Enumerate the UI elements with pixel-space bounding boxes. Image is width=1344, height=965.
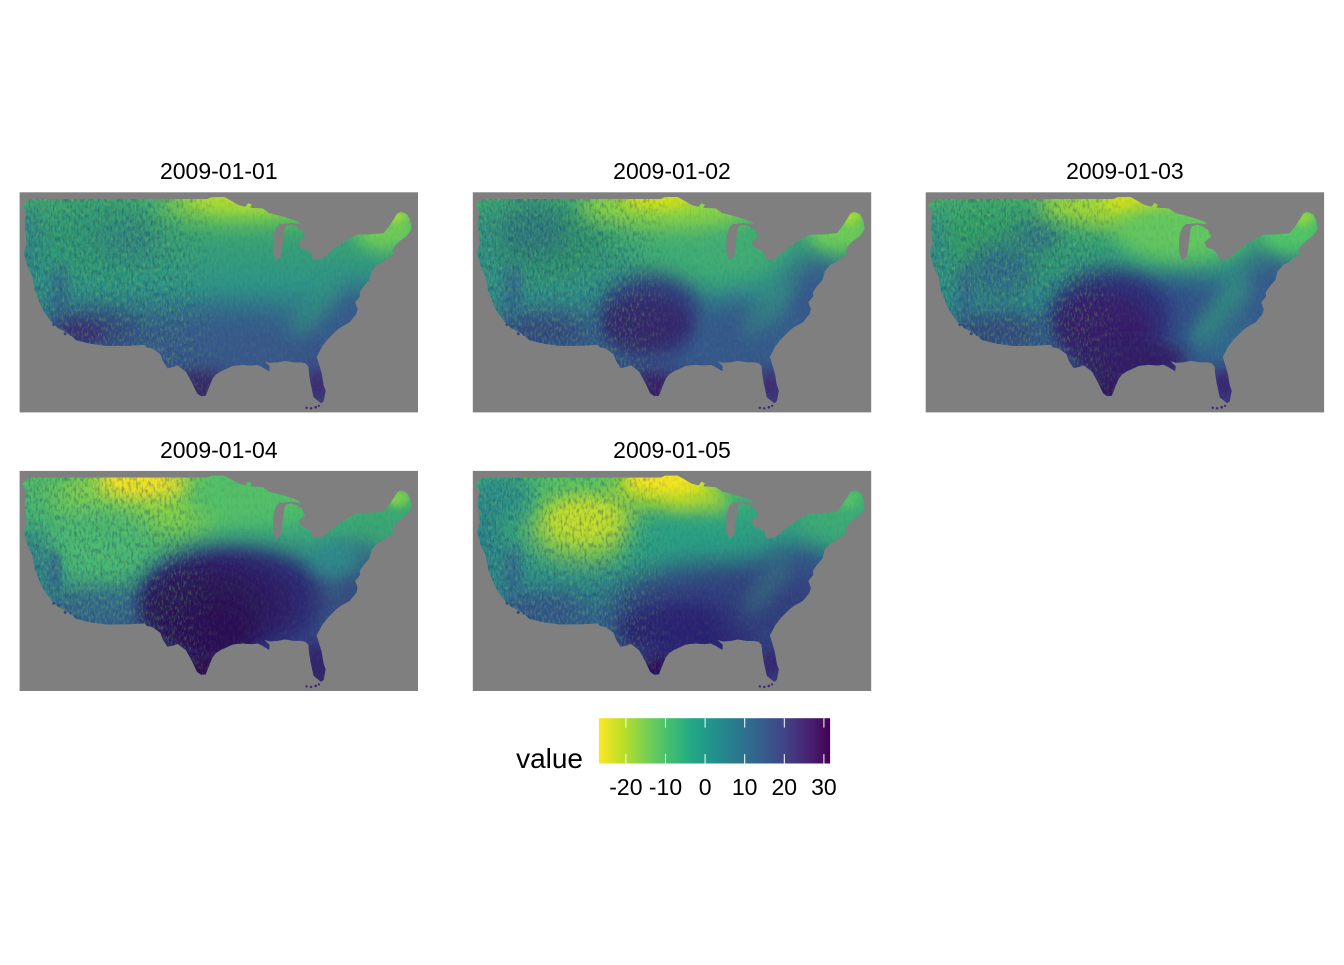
svg-text:30: 30 xyxy=(811,774,837,800)
svg-text:2009-01-05: 2009-01-05 xyxy=(613,437,731,463)
svg-text:2009-01-02: 2009-01-02 xyxy=(613,158,731,184)
svg-text:20: 20 xyxy=(772,774,798,800)
svg-text:10: 10 xyxy=(732,774,758,800)
svg-text:2009-01-01: 2009-01-01 xyxy=(160,158,278,184)
svg-text:2009-01-03: 2009-01-03 xyxy=(1066,158,1184,184)
svg-text:-20: -20 xyxy=(609,774,642,800)
svg-text:value: value xyxy=(516,743,583,774)
svg-text:2009-01-04: 2009-01-04 xyxy=(160,437,278,463)
svg-text:-10: -10 xyxy=(649,774,682,800)
svg-text:0: 0 xyxy=(699,774,712,800)
